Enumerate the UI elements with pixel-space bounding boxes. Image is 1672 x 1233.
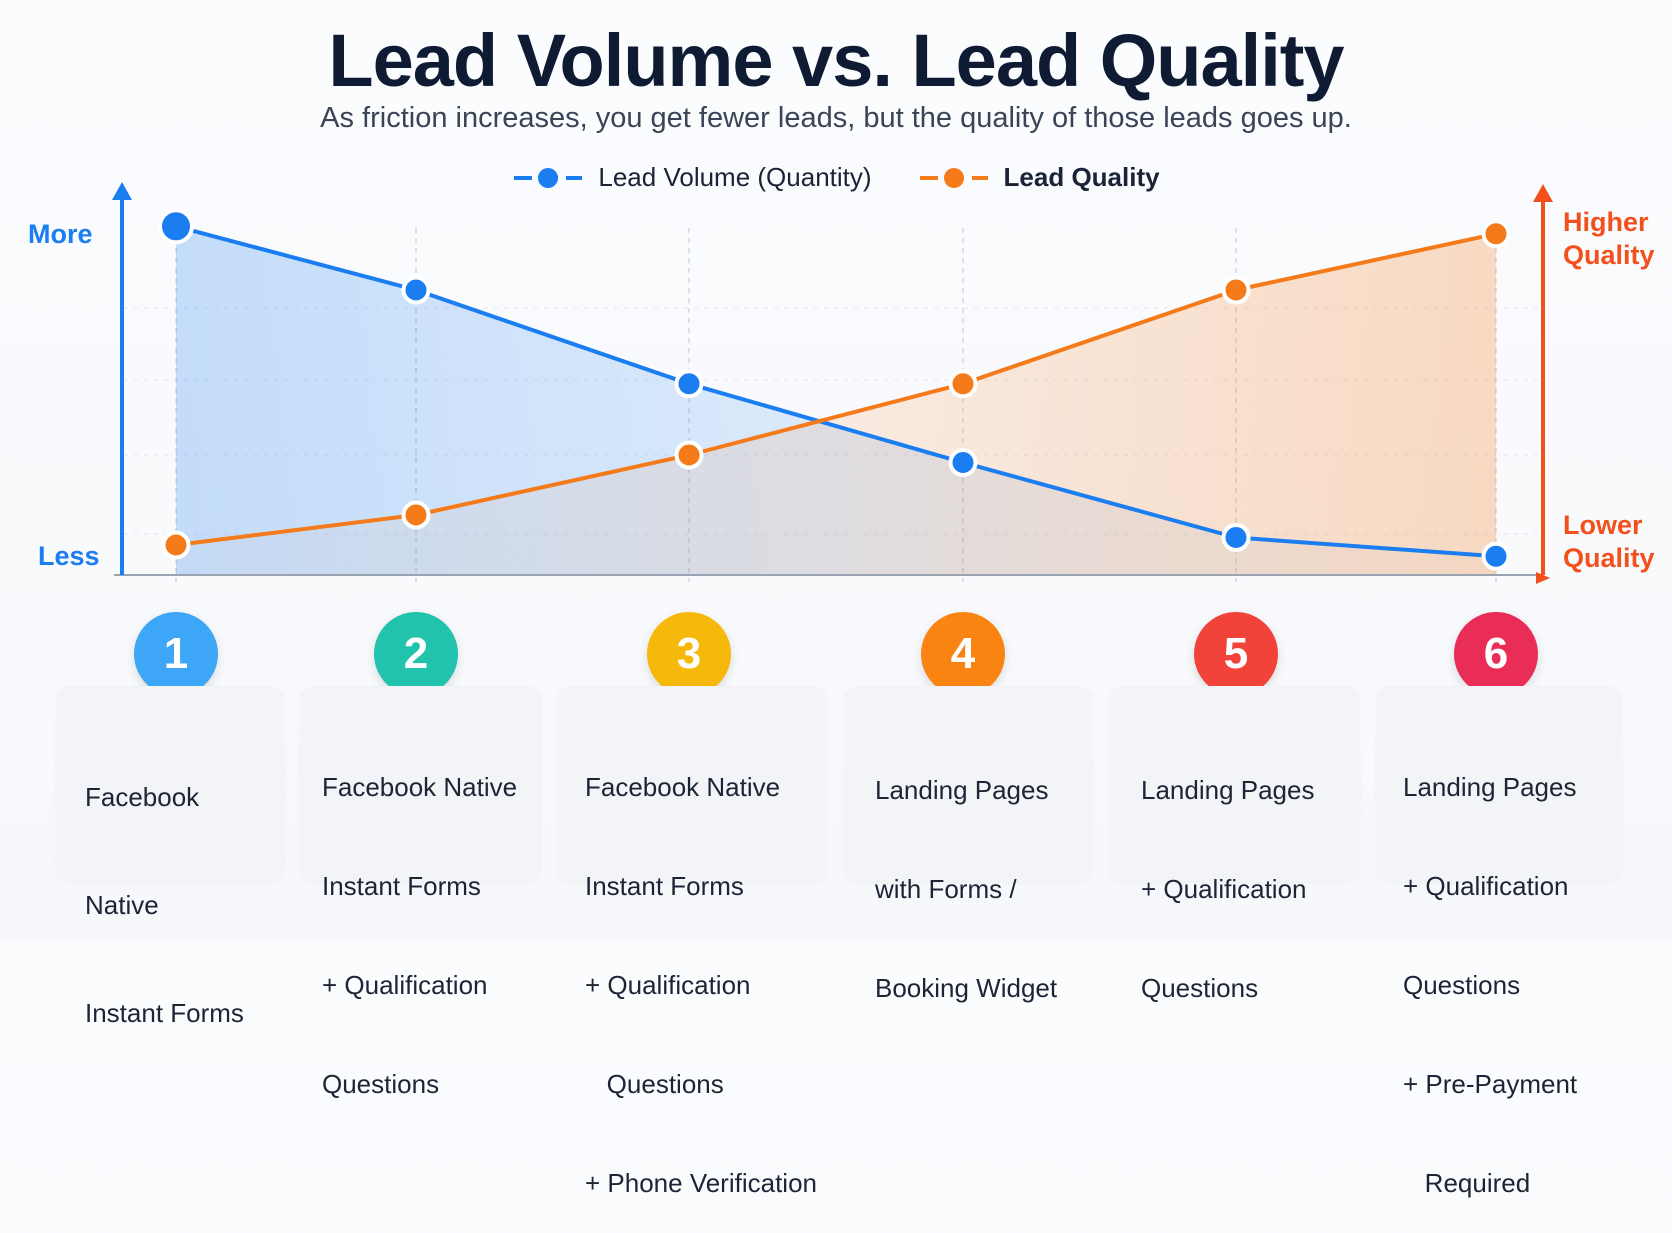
volume-point xyxy=(948,448,978,477)
step-text-2: Facebook Native Instant Forms + Qualific… xyxy=(322,705,517,1134)
right-axis-top-line1: Higher xyxy=(1563,207,1649,237)
step-text-6: Landing Pages + Qualification Questions … xyxy=(1403,705,1577,1233)
step-1-line: Instant Forms xyxy=(85,998,244,1028)
volume-point xyxy=(158,208,194,245)
legend-volume-label: Lead Volume (Quantity) xyxy=(598,162,872,192)
legend-quality-label: Lead Quality xyxy=(1003,162,1160,192)
chart-title: Lead Volume vs. Lead Quality xyxy=(328,19,1344,102)
step-4-line: Landing Pages xyxy=(875,775,1049,805)
volume-point xyxy=(1481,541,1511,571)
step-card-1 xyxy=(56,686,284,882)
legend-item-quality: Lead Quality xyxy=(918,162,1160,193)
quality-point xyxy=(1481,219,1511,249)
step-2-line: Instant Forms xyxy=(322,871,481,901)
step-6-line: + Pre-Payment xyxy=(1403,1069,1578,1099)
step-1-line: Facebook xyxy=(85,782,200,812)
left-axis-top-label: More xyxy=(28,219,93,249)
quality-point xyxy=(674,440,704,470)
chart-legend: Lead Volume (Quantity) Lead Quality xyxy=(0,162,1672,193)
step-3-line: Facebook Native xyxy=(585,772,781,802)
step-5-line: Landing Pages xyxy=(1141,775,1315,805)
right-axis-bottom-line2: Quality xyxy=(1563,543,1655,573)
step-card-3 xyxy=(557,686,827,882)
right-axis-bottom-label: Lower Quality xyxy=(1563,509,1655,575)
quality-point xyxy=(1221,275,1251,305)
volume-line xyxy=(175,224,1497,559)
step-4-line: Booking Widget xyxy=(875,973,1058,1003)
step-6-line: Questions xyxy=(1403,970,1521,1000)
step-text-1: Facebook Native Instant Forms xyxy=(85,707,244,1067)
volume-point xyxy=(1221,523,1251,552)
step-5-line: + Qualification xyxy=(1141,874,1307,904)
legend-item-volume: Lead Volume (Quantity) xyxy=(512,162,872,193)
right-axis-bottom-line1: Lower xyxy=(1563,510,1643,540)
step-text-4: Landing Pages with Forms / Booking Widge… xyxy=(875,708,1057,1038)
step-2-line: + Qualification xyxy=(322,970,488,1000)
step-5-line: Questions xyxy=(1141,973,1259,1003)
left-axis-arrow xyxy=(112,182,132,200)
quality-point xyxy=(948,369,978,399)
right-axis-bottom-arrow xyxy=(1536,572,1550,584)
volume-point xyxy=(674,369,704,399)
right-axis-arrow xyxy=(1533,184,1553,202)
quality-point xyxy=(401,500,431,530)
step-card-6 xyxy=(1376,686,1622,882)
left-axis-bottom-label: Less xyxy=(38,541,100,571)
volume-area xyxy=(176,226,1496,576)
step-3-line: Questions xyxy=(585,1069,724,1099)
step-badge-2: 2 xyxy=(374,612,458,696)
step-badge-6: 6 xyxy=(1454,612,1538,696)
step-3-line: + Phone Verification xyxy=(585,1168,817,1198)
step-6-line: Required xyxy=(1403,1168,1531,1198)
step-card-2 xyxy=(300,686,541,882)
step-card-5 xyxy=(1109,686,1360,882)
step-badge-5: 5 xyxy=(1194,612,1278,696)
step-badge-3: 3 xyxy=(647,612,731,696)
step-1-line: Native xyxy=(85,890,159,920)
line-chart xyxy=(112,182,1553,584)
chart-subtitle: As friction increases, you get fewer lea… xyxy=(320,102,1352,134)
step-6-line: Landing Pages xyxy=(1403,772,1577,802)
step-3-line: + Qualification xyxy=(585,970,751,1000)
step-badge-4: 4 xyxy=(921,612,1005,696)
step-badge-1: 1 xyxy=(134,612,218,696)
quality-line xyxy=(175,231,1497,547)
step-text-5: Landing Pages + Qualification Questions xyxy=(1141,708,1314,1038)
legend-volume-marker xyxy=(514,167,583,188)
quality-point xyxy=(161,530,191,560)
step-3-line: Instant Forms xyxy=(585,871,744,901)
legend-quality-marker xyxy=(919,167,988,188)
right-axis-top-label: Higher Quality xyxy=(1563,206,1655,272)
step-card-4 xyxy=(844,686,1092,882)
step-4-line: with Forms / xyxy=(875,874,1017,904)
quality-area xyxy=(176,233,1496,576)
step-2-line: Questions xyxy=(322,1069,440,1099)
volume-point xyxy=(401,275,431,305)
right-axis-top-line2: Quality xyxy=(1563,240,1655,270)
step-2-line: Facebook Native xyxy=(322,772,518,802)
step-6-line: + Qualification xyxy=(1403,871,1569,901)
step-text-3: Facebook Native Instant Forms + Qualific… xyxy=(585,705,817,1233)
